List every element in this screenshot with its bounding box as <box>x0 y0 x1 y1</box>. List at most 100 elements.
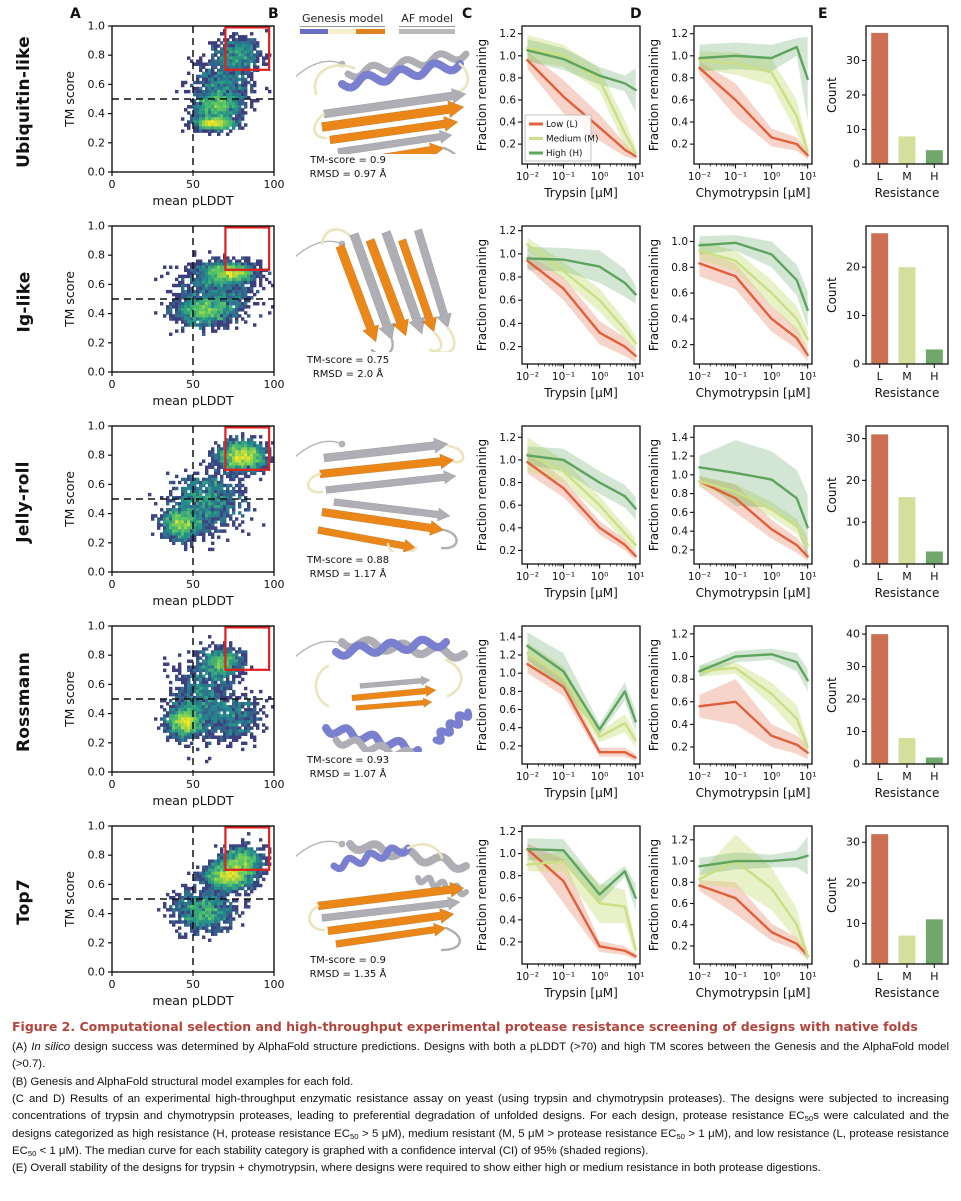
svg-text:10⁻¹: 10⁻¹ <box>552 171 575 183</box>
resistance-bar-chart: L M H 0 10 20 30 Resistance Count <box>825 25 949 200</box>
svg-text:0: 0 <box>853 158 860 171</box>
fold-label-rossmann: Rossmann <box>14 652 34 752</box>
svg-text:L: L <box>877 970 884 983</box>
svg-text:1.0: 1.0 <box>88 620 106 633</box>
svg-text:10¹: 10¹ <box>627 971 644 983</box>
svg-text:0.2: 0.2 <box>499 740 516 752</box>
panel-label-d: D <box>630 6 642 22</box>
chymotrypsin-line-chart: 0.2 0.4 0.6 0.8 1.0 1.2 10⁻² 10⁻¹ 10⁰ 10¹ Chymotry… <box>647 25 816 200</box>
svg-text:0: 0 <box>109 378 116 391</box>
panel-label-e: E <box>818 6 828 22</box>
svg-text:0.2: 0.2 <box>88 336 106 349</box>
svg-text:Chymotrypsin [μM]: Chymotrypsin [μM] <box>696 186 811 200</box>
svg-text:30: 30 <box>846 836 860 849</box>
svg-text:Medium (M): Medium (M) <box>546 135 598 145</box>
svg-text:1.0: 1.0 <box>499 668 516 680</box>
svg-text:10¹: 10¹ <box>627 371 644 383</box>
svg-text:TM score: TM score <box>62 271 77 328</box>
svg-text:M: M <box>902 570 912 583</box>
svg-text:0.4: 0.4 <box>671 313 688 325</box>
svg-text:10⁻²: 10⁻² <box>516 171 539 183</box>
svg-text:M: M <box>902 770 912 783</box>
svg-text:50: 50 <box>186 778 200 791</box>
svg-text:40: 40 <box>846 628 860 641</box>
chymotrypsin-line-chart: 0.2 0.4 0.6 0.8 1.0 1.2 10⁻² 10⁻¹ 10⁰ 10¹ Chymotry… <box>647 825 816 1000</box>
legend-genesis-label: Genesis model <box>300 12 386 27</box>
svg-text:10⁰: 10⁰ <box>591 571 609 583</box>
svg-text:0.2: 0.2 <box>671 544 688 556</box>
svg-text:100: 100 <box>264 178 285 191</box>
svg-text:0.0: 0.0 <box>88 366 106 379</box>
svg-text:0.8: 0.8 <box>671 488 688 500</box>
svg-text:0: 0 <box>109 978 116 991</box>
svg-text:0.2: 0.2 <box>88 936 106 949</box>
svg-text:0: 0 <box>109 578 116 591</box>
structure-metrics: TM-score = 0.88 RMSD = 1.17 Å <box>286 554 410 582</box>
svg-text:Fraction remaining: Fraction remaining <box>475 239 489 351</box>
svg-text:Count: Count <box>825 277 839 313</box>
svg-text:0.8: 0.8 <box>499 870 516 882</box>
svg-text:0.8: 0.8 <box>499 272 516 284</box>
svg-text:0.6: 0.6 <box>499 500 516 512</box>
figure-row-ubiquitin-like: Ubiquitin-like 0 50 100 0.0 0.2 0.4 0.6 0.8 1.0 m… <box>0 8 961 208</box>
svg-text:Resistance: Resistance <box>875 386 940 400</box>
svg-text:0.6: 0.6 <box>499 704 516 716</box>
svg-text:0.8: 0.8 <box>88 449 106 462</box>
svg-text:Resistance: Resistance <box>875 786 940 800</box>
svg-text:Low (L): Low (L) <box>546 120 578 130</box>
svg-text:10: 10 <box>846 309 860 322</box>
svg-text:0: 0 <box>853 558 860 571</box>
figure-caption-title: Figure 2. Computational selection and hi… <box>12 1019 918 1034</box>
svg-text:1.0: 1.0 <box>671 469 688 481</box>
svg-text:10⁻¹: 10⁻¹ <box>724 371 747 383</box>
fold-label-top7: Top7 <box>14 879 35 925</box>
legend-genesis-colorbar <box>300 29 386 34</box>
svg-text:mean pLDDT: mean pLDDT <box>152 793 234 808</box>
rmsd-value: RMSD = 2.0 Å <box>312 369 384 380</box>
structure-metrics: TM-score = 0.75 RMSD = 2.0 Å <box>286 354 410 382</box>
structure-metrics: TM-score = 0.9 RMSD = 0.97 Å <box>286 154 410 182</box>
svg-text:10⁰: 10⁰ <box>591 971 609 983</box>
svg-text:0.6: 0.6 <box>671 696 688 708</box>
panel-label-c: C <box>462 6 473 22</box>
svg-text:1.0: 1.0 <box>88 420 106 433</box>
svg-text:100: 100 <box>264 978 285 991</box>
scatter-plot-tm-vs-plddt: 0 50 100 0.0 0.2 0.4 0.6 0.8 1.0 mean pLDDT TM sco… <box>62 20 285 209</box>
svg-text:Trypsin [μM]: Trypsin [μM] <box>543 186 618 200</box>
svg-text:Fraction remaining: Fraction remaining <box>647 239 661 351</box>
svg-text:1.2: 1.2 <box>499 432 516 444</box>
svg-text:0.6: 0.6 <box>88 478 106 491</box>
svg-text:10⁻²: 10⁻² <box>688 571 711 583</box>
svg-text:High (H): High (H) <box>546 149 583 159</box>
svg-text:20: 20 <box>846 693 860 706</box>
svg-text:1.0: 1.0 <box>499 248 516 260</box>
svg-text:10⁰: 10⁰ <box>591 171 609 183</box>
svg-text:10¹: 10¹ <box>799 171 816 183</box>
svg-text:10¹: 10¹ <box>627 571 644 583</box>
tm-score-value: TM-score = 0.75 <box>306 355 390 366</box>
structure-render <box>296 840 470 952</box>
svg-text:1.0: 1.0 <box>671 651 688 663</box>
svg-text:Count: Count <box>825 677 839 713</box>
svg-text:1.2: 1.2 <box>499 28 516 40</box>
rmsd-value: RMSD = 1.07 Å <box>309 769 387 780</box>
figure-row-jelly-roll: Jelly-roll 0 50 100 0.0 0.2 0.4 0.6 0.8 1.0 mean … <box>0 408 961 608</box>
svg-text:10⁰: 10⁰ <box>763 571 781 583</box>
svg-text:0.4: 0.4 <box>88 907 106 920</box>
svg-text:10: 10 <box>846 725 860 738</box>
svg-text:L: L <box>877 370 884 383</box>
svg-text:10⁻²: 10⁻² <box>516 371 539 383</box>
legend-af: AF model <box>399 12 455 34</box>
svg-text:10⁻¹: 10⁻¹ <box>724 571 747 583</box>
svg-text:1.4: 1.4 <box>671 432 688 444</box>
svg-text:10⁰: 10⁰ <box>763 171 781 183</box>
trypsin-line-chart: 0.2 0.4 0.6 0.8 1.0 1.2 1.4 10⁻² 10⁻¹ 10⁰ 10¹ Tryps… <box>475 625 644 800</box>
svg-text:0.6: 0.6 <box>671 507 688 519</box>
svg-text:10⁻²: 10⁻² <box>688 171 711 183</box>
svg-text:0.8: 0.8 <box>499 686 516 698</box>
svg-text:10⁰: 10⁰ <box>763 971 781 983</box>
svg-text:M: M <box>902 170 912 183</box>
trypsin-line-chart: 0.2 0.4 0.6 0.8 1.0 1.2 10⁻² 10⁻¹ 10⁰ 10¹ Trypsin … <box>475 225 644 400</box>
svg-text:50: 50 <box>186 578 200 591</box>
svg-text:0.6: 0.6 <box>671 288 688 300</box>
